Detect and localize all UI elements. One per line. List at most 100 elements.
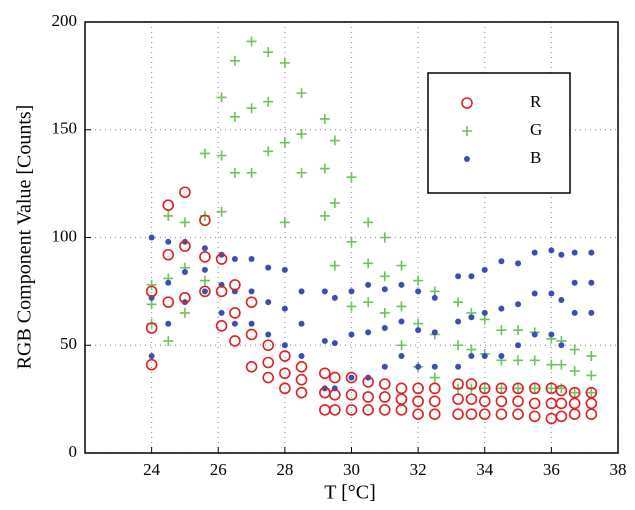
y-tick-label: 100 xyxy=(52,226,78,245)
data-point xyxy=(229,167,240,178)
data-point xyxy=(528,382,541,395)
legend-box xyxy=(427,72,571,194)
data-point xyxy=(496,325,507,336)
data-point xyxy=(165,279,172,286)
data-point xyxy=(162,199,175,211)
data-point xyxy=(163,335,174,346)
data-point xyxy=(162,248,175,261)
data-point xyxy=(348,331,355,338)
data-point xyxy=(571,249,578,256)
data-point xyxy=(513,383,524,394)
x-tick-label: 24 xyxy=(143,460,161,479)
data-point xyxy=(199,251,211,263)
data-point xyxy=(455,273,462,280)
data-point xyxy=(279,382,291,395)
data-point xyxy=(415,327,422,334)
data-point xyxy=(321,288,328,295)
data-point xyxy=(329,404,341,416)
data-point xyxy=(179,217,190,228)
data-point xyxy=(515,260,522,267)
x-tick-label: 38 xyxy=(610,460,627,479)
data-point xyxy=(396,260,407,271)
data-point xyxy=(429,286,440,297)
data-point xyxy=(231,256,238,263)
data-point xyxy=(548,247,555,254)
data-point xyxy=(398,281,405,288)
data-point xyxy=(331,294,338,301)
legend-marker xyxy=(464,156,470,162)
data-point xyxy=(229,335,241,347)
data-point xyxy=(431,363,438,370)
data-point xyxy=(246,36,257,47)
data-point xyxy=(248,320,255,327)
data-point xyxy=(396,301,407,312)
data-point xyxy=(431,294,438,301)
data-point xyxy=(569,344,580,355)
data-point xyxy=(468,353,475,360)
data-point xyxy=(348,374,355,381)
data-point xyxy=(452,393,464,405)
x-tick-label: 36 xyxy=(543,460,560,479)
data-point xyxy=(345,371,358,384)
data-point xyxy=(415,288,422,295)
data-point xyxy=(415,363,422,370)
data-point xyxy=(363,217,374,228)
data-point xyxy=(413,318,424,329)
data-point xyxy=(179,240,191,252)
data-point xyxy=(281,342,288,349)
data-point xyxy=(215,320,228,332)
data-point xyxy=(246,103,257,114)
data-point xyxy=(279,350,291,362)
data-point xyxy=(586,370,597,381)
y-tick-label: 150 xyxy=(52,119,78,138)
data-point xyxy=(568,408,581,421)
data-point xyxy=(179,186,191,199)
data-point xyxy=(465,393,478,405)
data-point xyxy=(465,378,478,390)
data-point xyxy=(379,232,390,243)
data-point xyxy=(279,367,291,380)
data-point xyxy=(381,286,388,293)
data-point xyxy=(588,309,595,316)
data-point xyxy=(215,285,228,298)
data-point xyxy=(529,383,540,394)
data-point xyxy=(515,301,522,308)
data-point xyxy=(231,320,238,327)
data-point xyxy=(145,285,158,298)
data-point xyxy=(319,210,330,221)
legend-marker xyxy=(461,97,473,109)
data-point xyxy=(199,148,210,159)
data-point xyxy=(246,167,257,178)
data-point xyxy=(379,391,391,403)
data-point xyxy=(329,389,341,401)
data-point xyxy=(165,320,172,327)
data-point xyxy=(279,57,290,68)
data-point xyxy=(468,314,475,321)
data-point xyxy=(588,279,595,286)
x-tick-label: 30 xyxy=(343,460,360,479)
data-point xyxy=(412,408,424,421)
data-point xyxy=(569,366,580,377)
data-point xyxy=(556,359,567,370)
data-point xyxy=(362,404,374,416)
data-point xyxy=(545,397,558,410)
data-point xyxy=(229,111,240,122)
data-point xyxy=(216,206,227,217)
data-point xyxy=(331,340,338,347)
data-point xyxy=(528,397,541,410)
data-point xyxy=(512,395,524,408)
data-point xyxy=(279,137,290,148)
data-point xyxy=(478,382,491,395)
data-point xyxy=(265,299,272,306)
data-point xyxy=(586,351,597,362)
data-point xyxy=(199,275,210,286)
data-point xyxy=(455,363,462,370)
data-point xyxy=(588,249,595,256)
data-point xyxy=(248,288,255,295)
data-point xyxy=(478,408,491,421)
data-point xyxy=(395,382,408,395)
data-point xyxy=(348,288,355,295)
data-point xyxy=(319,404,331,416)
data-point xyxy=(281,266,288,273)
